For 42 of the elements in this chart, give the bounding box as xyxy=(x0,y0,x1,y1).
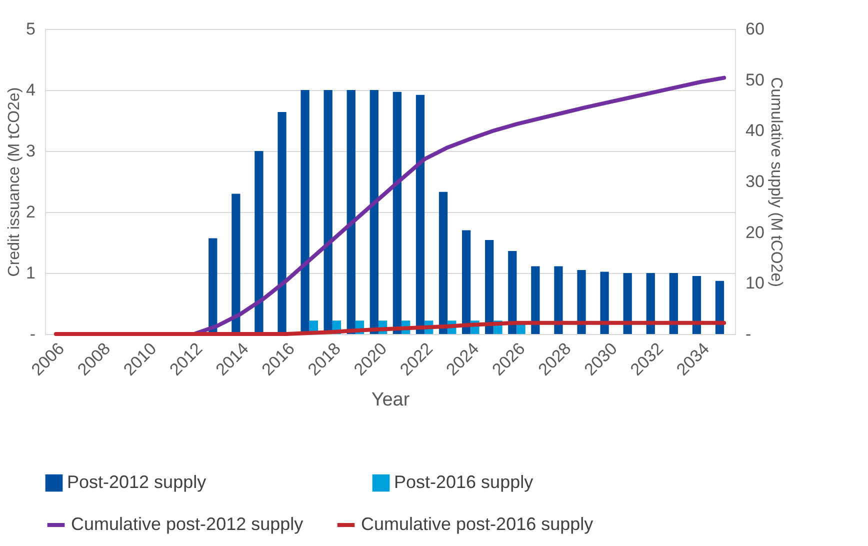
y2-axis-title: Cumulative supply (M tCO2e) xyxy=(767,77,784,287)
bar xyxy=(208,238,218,334)
legend-label: Post-2012 supply xyxy=(67,472,206,492)
bar xyxy=(392,92,402,334)
y-tick-label: 4 xyxy=(26,80,36,100)
bar xyxy=(485,240,494,334)
bar xyxy=(438,192,448,334)
y2-tick-label: 30 xyxy=(746,172,764,191)
bar xyxy=(600,272,609,334)
bar xyxy=(278,112,286,334)
y2-tick-label: 40 xyxy=(746,121,764,140)
bar xyxy=(232,194,240,334)
bar xyxy=(416,94,425,334)
bar xyxy=(623,273,632,334)
bar xyxy=(646,273,655,334)
y-tick-label: - xyxy=(30,324,36,344)
y-axis-title: Credit issuance (M tCO2e) xyxy=(6,87,24,277)
bar xyxy=(370,90,378,334)
y2-tick-label: 50 xyxy=(746,70,764,90)
bar xyxy=(254,151,264,334)
y-tick-label: 3 xyxy=(26,142,36,160)
bar xyxy=(346,90,356,334)
y2-tick-label: 60 xyxy=(746,20,764,38)
legend-label: Cumulative post-2016 supply xyxy=(361,514,594,534)
y-tick-label: 1 xyxy=(26,264,36,282)
bar xyxy=(715,280,724,334)
y2-tick-label: 10 xyxy=(746,274,764,293)
line-series xyxy=(54,320,726,336)
bar xyxy=(692,276,702,334)
bar xyxy=(462,230,471,334)
bar xyxy=(554,266,563,334)
bar xyxy=(508,251,517,334)
x-axis-title: Year xyxy=(371,390,410,411)
y-tick-label: 5 xyxy=(26,20,36,38)
bar xyxy=(577,270,586,334)
y2-tick-label: 20 xyxy=(746,222,764,242)
bar xyxy=(531,266,540,334)
y-tick-label: 2 xyxy=(26,202,36,222)
legend-label: Cumulative post-2012 supply xyxy=(71,514,304,534)
y2-tick-label: - xyxy=(746,324,752,344)
bar xyxy=(669,273,678,334)
legend-label: Post-2016 supply xyxy=(394,472,534,492)
